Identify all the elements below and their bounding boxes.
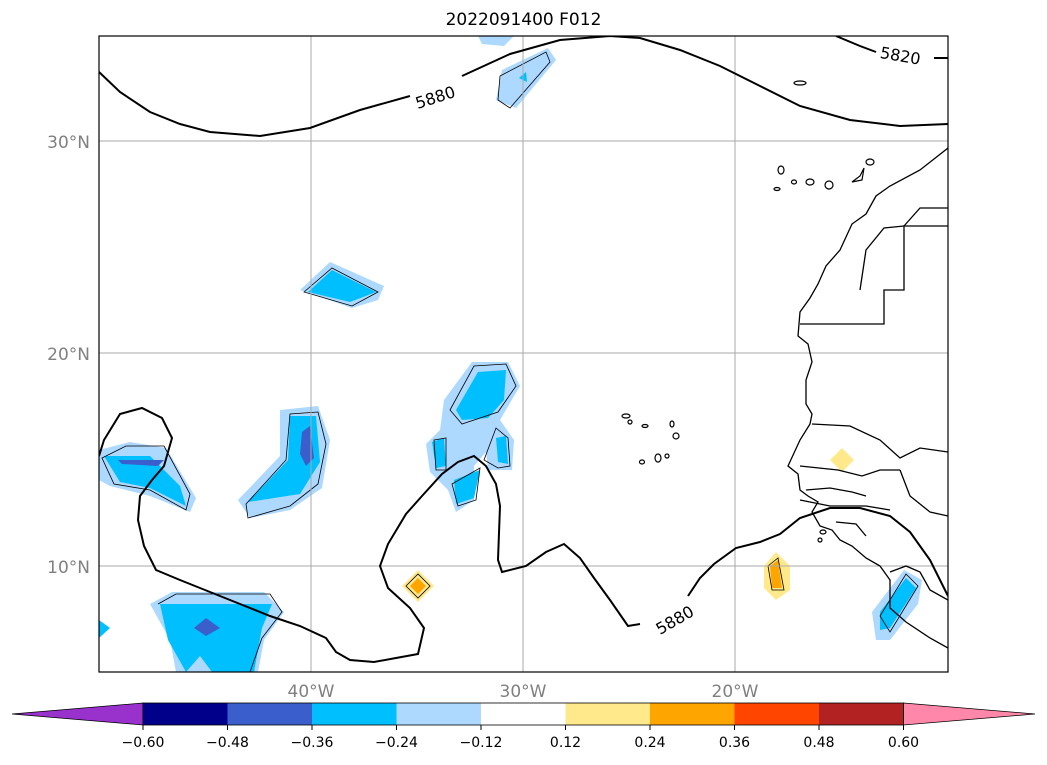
morocco-border [903,207,948,227]
gridlines [99,36,948,672]
colorbar-segment [396,703,482,725]
inland-border [859,225,905,291]
anomaly-blob [454,470,480,504]
lon-label: 40°W [288,682,335,702]
anomaly-shading [99,36,922,672]
lon-label: 20°W [712,682,759,702]
map-frame [98,35,949,673]
colorbar-segment [650,703,735,725]
colorbar-segment [312,703,397,725]
colorbar-segment [565,703,651,725]
colorbar-tick-label: 0.60 [888,735,919,751]
colorbar-segment [734,703,820,725]
sahel-border [811,423,948,459]
colorbar-extend-low [11,702,144,726]
islands [621,80,875,543]
colorbar-tick-label: 0.48 [803,735,834,751]
anomaly-outline [497,51,551,109]
mauritania-border [800,225,948,325]
colorbar-extend-high [903,702,1036,726]
anomaly-outline [449,363,517,425]
anomaly-blob [456,370,506,420]
anomaly-blob [496,436,508,464]
interior-border [899,469,948,517]
anomaly-blob [160,604,272,672]
colorbar-tick-label: −0.60 [122,735,165,751]
anomaly-blob [118,460,164,466]
anomaly-blob [104,456,186,506]
anomaly-outline [101,445,191,511]
anomaly-blob [194,618,220,636]
colorbar-segment [143,703,228,725]
anomaly-outline [451,467,481,507]
contour-label: 5880 [413,82,458,113]
map-title: 2022091400 F012 [445,10,602,30]
anomaly-blob [410,578,426,594]
lat-label: 10°N [47,558,90,578]
lat-label: 20°N [47,345,90,365]
sierra-leone-border [835,521,867,537]
colorbar-tick-label: −0.24 [375,735,418,751]
anomaly-blob [478,36,514,46]
africa-coast [787,147,948,649]
anomaly-outline [157,593,283,672]
colorbar-tick-label: 0.12 [550,735,581,751]
anomaly-blob [770,560,782,588]
colorbar-outline [142,702,904,726]
colorbar-tick-label: 0.36 [719,735,750,751]
lat-label: 30°N [47,133,90,153]
anomaly-blob [99,620,110,638]
anomaly-outline [245,411,327,519]
liberia-border [889,565,948,601]
guinea-border [799,499,891,511]
contour-5820 [835,36,948,59]
colorbar-segment [227,703,313,725]
lon-label: 30°W [500,682,547,702]
colorbar-tick-label: −0.12 [460,735,503,751]
colorbar-segment [481,703,566,725]
anomaly-blob [880,578,916,630]
colorbar-tick-label: 0.24 [634,735,665,751]
anomaly-blob [830,448,854,472]
coastlines [787,147,948,649]
contour-5880-south [99,406,948,664]
anomaly-outline [767,557,785,591]
anomaly-outline [303,267,379,307]
senegal-river-border [799,465,900,477]
anomaly-outline [405,573,431,599]
gambia-border [805,487,867,497]
colorbar-segment [819,703,904,725]
colorbar: −0.60 −0.48 −0.36 −0.24 −0.12 0.12 0.24 0.36 0.4… [11,702,1036,751]
contour-label: 5820 [879,43,922,69]
anomaly-outline [483,427,511,469]
anomaly-outline [879,573,919,633]
colorbar-tick-label: −0.36 [291,735,334,751]
height-contours [99,36,948,664]
anomaly-outlines [101,51,919,672]
anomaly-blob [308,270,376,302]
contour-5880-north [99,36,948,138]
colorbar-tick-label: −0.48 [206,735,249,751]
contour-label: 5880 [652,602,697,639]
map-area: 5880 5880 5820 [99,36,948,672]
